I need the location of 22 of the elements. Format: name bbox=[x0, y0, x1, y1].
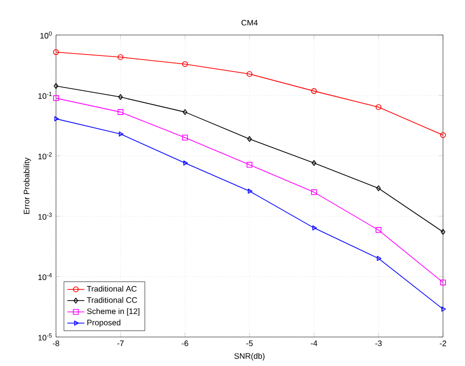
point bbox=[311, 189, 317, 196]
point bbox=[53, 95, 59, 102]
point bbox=[183, 160, 188, 166]
point bbox=[376, 185, 381, 192]
point bbox=[182, 134, 188, 141]
point bbox=[182, 61, 188, 67]
point bbox=[440, 280, 446, 286]
point bbox=[118, 54, 124, 60]
point bbox=[118, 94, 123, 100]
point bbox=[246, 162, 252, 168]
point bbox=[311, 88, 317, 94]
point bbox=[376, 227, 382, 233]
point bbox=[376, 256, 382, 261]
point bbox=[376, 104, 382, 110]
point bbox=[182, 109, 188, 115]
point bbox=[246, 71, 252, 77]
point bbox=[118, 131, 124, 137]
point bbox=[118, 109, 124, 115]
point bbox=[248, 188, 252, 194]
point bbox=[312, 225, 317, 230]
point bbox=[247, 136, 252, 142]
point bbox=[312, 160, 316, 166]
